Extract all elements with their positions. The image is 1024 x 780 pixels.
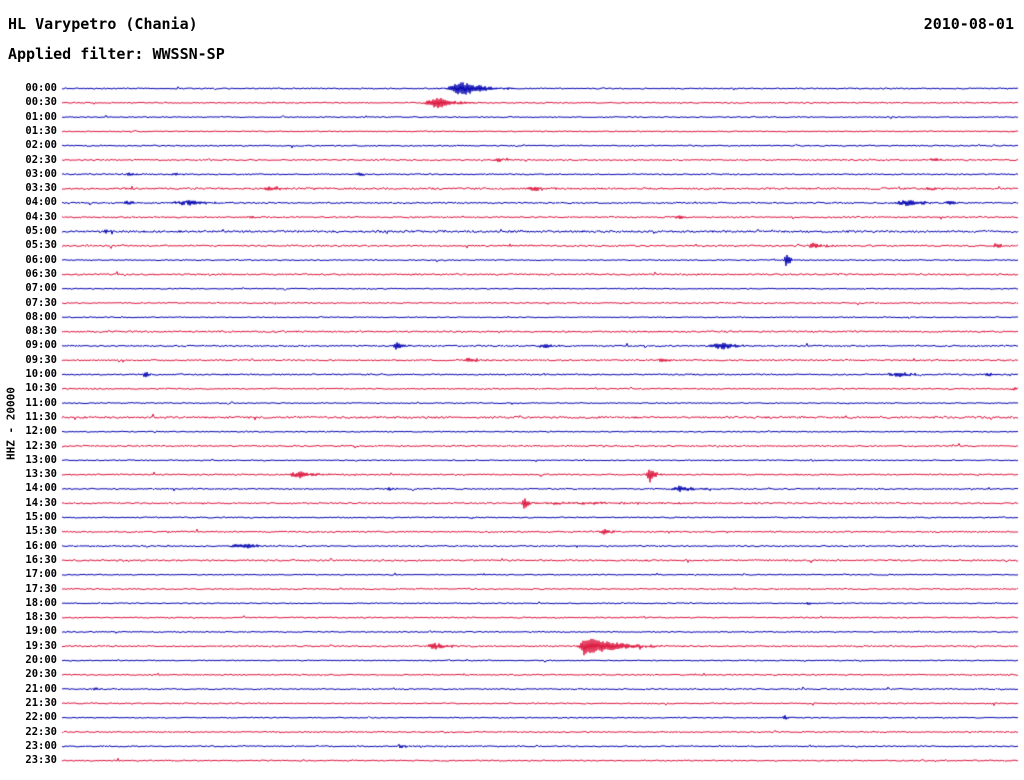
time-label: 09:00 [25,339,57,352]
time-label: 04:00 [25,196,57,209]
time-label: 11:30 [25,410,57,423]
time-label: 10:30 [25,382,57,395]
time-label: 09:30 [25,353,57,366]
time-label: 07:00 [25,282,57,295]
time-label: 13:30 [25,468,57,481]
time-label: 12:30 [25,439,57,452]
time-label: 10:00 [25,368,57,380]
time-label: 01:00 [25,110,57,123]
time-label: 02:00 [25,139,57,152]
record-date: 2010-08-01 [923,15,1014,33]
time-label: 23:30 [25,754,57,767]
time-label: 11:00 [25,396,57,409]
time-label: 00:30 [25,96,57,109]
time-label: 02:30 [25,153,57,166]
time-label: 18:30 [25,611,57,624]
time-label: 19:30 [25,639,57,652]
time-label: 23:00 [25,739,57,752]
time-label: 05:00 [25,225,57,237]
time-label: 06:00 [25,253,57,266]
time-label: 04:30 [25,210,57,223]
time-label: 13:00 [25,453,57,466]
time-label: 12:00 [25,425,57,438]
time-label: 20:00 [25,654,57,666]
time-label: 22:00 [25,711,57,724]
time-label: 19:00 [25,625,57,638]
time-label: 08:00 [25,310,57,323]
time-label: 06:30 [25,267,57,280]
time-label: 22:30 [25,725,57,738]
time-label: 00:00 [25,82,57,94]
time-label: 08:30 [25,325,57,338]
time-label: 14:00 [25,482,57,495]
time-label: 05:30 [25,239,57,252]
time-label: 21:00 [25,682,57,695]
station-title: HL Varypetro (Chania) [8,15,198,33]
filter-label: Applied filter: WWSSN-SP [8,45,225,63]
time-label: 16:00 [25,539,57,552]
time-label: 07:30 [25,296,57,309]
time-label: 14:30 [25,496,57,509]
time-label: 17:00 [25,568,57,581]
time-label: 01:30 [25,124,57,137]
time-label: 15:00 [25,511,57,523]
time-label: 15:30 [25,525,57,538]
time-label: 03:00 [25,167,57,180]
time-label: 18:00 [25,596,57,609]
time-label: 16:30 [25,553,57,566]
time-label: 17:30 [25,582,57,595]
time-label: 03:30 [25,182,57,195]
time-label: 20:30 [25,668,57,681]
time-label: 21:30 [25,696,57,709]
